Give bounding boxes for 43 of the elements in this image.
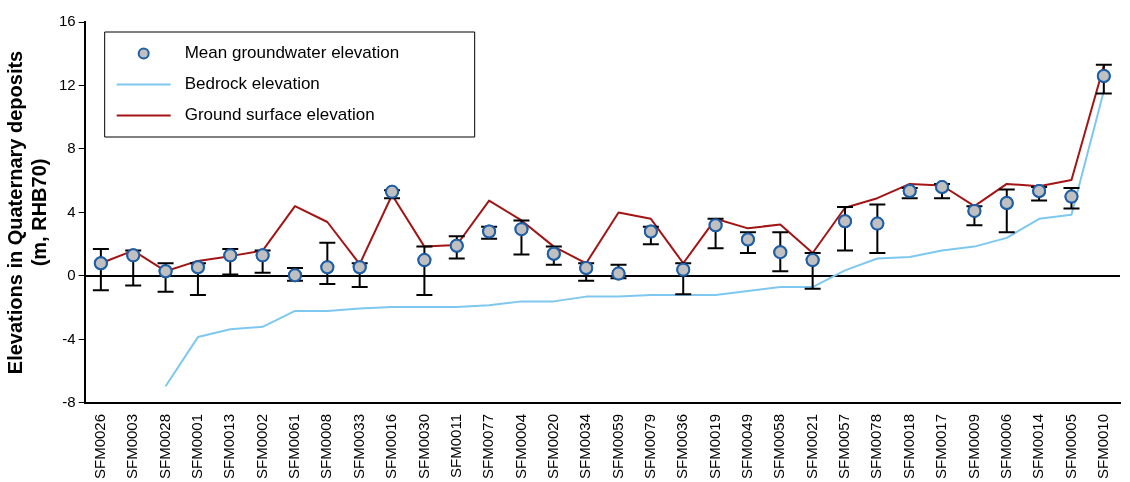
x-tick-label: SFM0036 — [673, 413, 691, 480]
x-tick-label: SFM0058 — [770, 413, 788, 480]
x-tick-label: SFM0009 — [964, 413, 982, 480]
x-tick-label: SFM0016 — [382, 413, 400, 480]
x-tick-label: SFM0057 — [835, 413, 853, 480]
x-tick-label: SFM0001 — [188, 413, 206, 480]
x-tick-label: SFM0021 — [802, 413, 820, 480]
x-tick-label: SFM0019 — [705, 413, 723, 480]
x-tick-label: SFM0034 — [576, 413, 594, 480]
x-tick-label: SFM0010 — [1093, 413, 1111, 480]
x-tick-label: SFM0006 — [996, 413, 1014, 480]
y-tick-label: 4 — [67, 202, 76, 220]
legend-label: Mean groundwater elevation — [184, 43, 400, 63]
y-tick-label: 0 — [67, 266, 76, 284]
x-tick-label: SFM0005 — [1061, 413, 1079, 480]
x-tick-label: SFM0028 — [155, 413, 173, 480]
x-tick-label: SFM0018 — [899, 413, 917, 480]
x-tick-label: SFM0061 — [285, 413, 303, 480]
legend-label: Ground surface elevation — [184, 105, 375, 125]
y-tick-label: 12 — [59, 75, 76, 93]
x-tick-label: SFM0008 — [317, 413, 335, 480]
x-tick-label: SFM0026 — [91, 413, 108, 480]
x-tick-label: SFM0059 — [608, 413, 626, 480]
x-tick-label: SFM0011 — [446, 413, 464, 478]
x-tick-label: SFM0014 — [1029, 413, 1047, 480]
x-tick-label: SFM0020 — [543, 413, 561, 480]
x-tick-label: SFM0078 — [867, 413, 885, 480]
x-tick-label: SFM0079 — [641, 413, 659, 480]
y-tick-label: -8 — [62, 393, 76, 411]
y-axis-title: Elevations in Quaternary deposits (m, RHB70) — [3, 50, 50, 375]
y-tick-label: 16 — [59, 12, 76, 30]
legend-label: Bedrock elevation — [184, 74, 320, 94]
x-tick-label: SFM0004 — [511, 413, 529, 480]
x-tick-label: SFM0003 — [123, 413, 141, 480]
x-tick-label: SFM0049 — [738, 413, 756, 480]
y-tick-label: 8 — [67, 139, 76, 157]
x-tick-label: SFM0077 — [479, 413, 497, 480]
x-tick-label: SFM0017 — [932, 413, 950, 480]
x-tick-label: SFM0013 — [220, 413, 238, 480]
x-tick-label: SFM0002 — [252, 413, 270, 480]
y-tick-label: -4 — [62, 329, 76, 347]
x-tick-label: SFM0033 — [349, 413, 367, 480]
x-tick-label: SFM0030 — [414, 413, 432, 480]
